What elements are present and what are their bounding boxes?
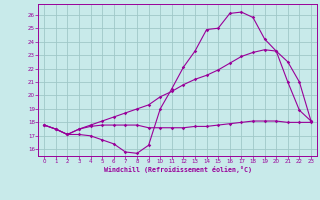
X-axis label: Windchill (Refroidissement éolien,°C): Windchill (Refroidissement éolien,°C) [104, 166, 252, 173]
